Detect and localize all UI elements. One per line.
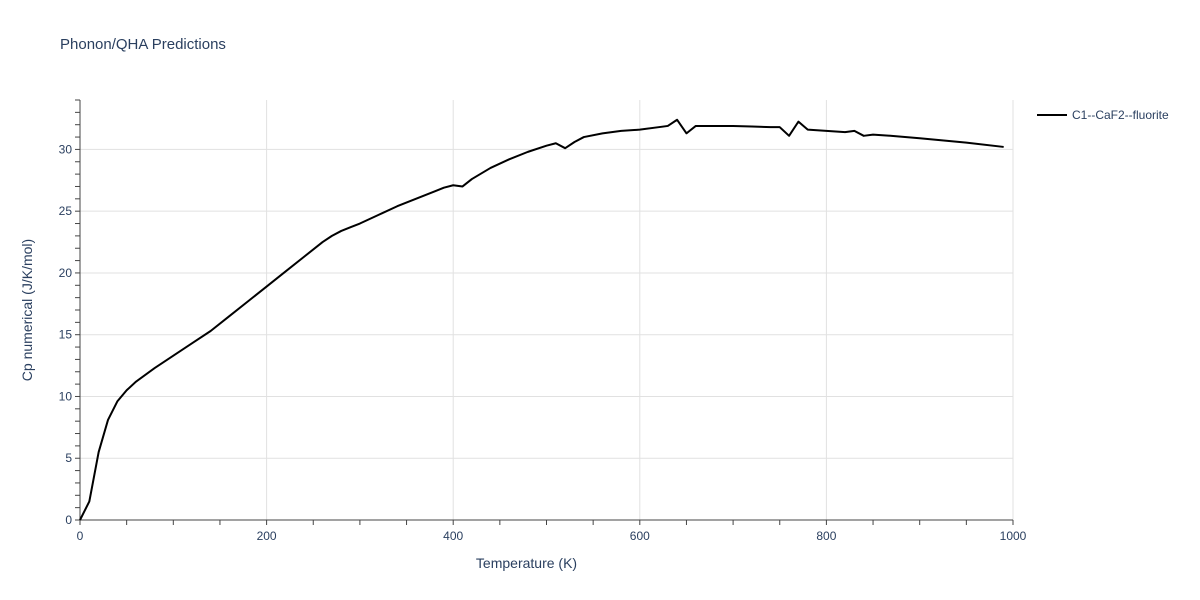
axes <box>79 100 1013 521</box>
legend[interactable]: C1--CaF2--fluorite <box>1037 108 1169 122</box>
grid-lines <box>80 100 1014 520</box>
y-tick-label: 20 <box>59 266 73 280</box>
y-tick-label: 15 <box>59 328 73 342</box>
x-axis-ticks: 0 200 400 600 800 1000 <box>77 520 1027 543</box>
x-tick-label: 600 <box>630 529 650 543</box>
series-layer <box>79 118 1004 521</box>
x-tick-label: 800 <box>816 529 836 543</box>
y-axis-title: Cp numerical (J/K/mol) <box>19 239 35 381</box>
y-tick-label: 30 <box>59 142 73 156</box>
x-axis-title: Temperature (K) <box>476 555 577 571</box>
y-axis-ticks: 0 5 10 15 20 25 30 <box>59 99 80 527</box>
chart-title: Phonon/QHA Predictions <box>60 36 226 53</box>
x-tick-label: 200 <box>257 529 277 543</box>
x-tick-label: 400 <box>443 529 463 543</box>
series-line <box>79 118 1004 521</box>
x-tick-label: 0 <box>77 529 84 543</box>
legend-item-label: C1--CaF2--fluorite <box>1072 108 1169 122</box>
y-tick-label: 25 <box>59 204 73 218</box>
y-tick-label: 5 <box>65 451 72 465</box>
x-tick-label: 1000 <box>1000 529 1027 543</box>
y-tick-label: 10 <box>59 389 73 403</box>
y-tick-label: 0 <box>65 513 72 527</box>
